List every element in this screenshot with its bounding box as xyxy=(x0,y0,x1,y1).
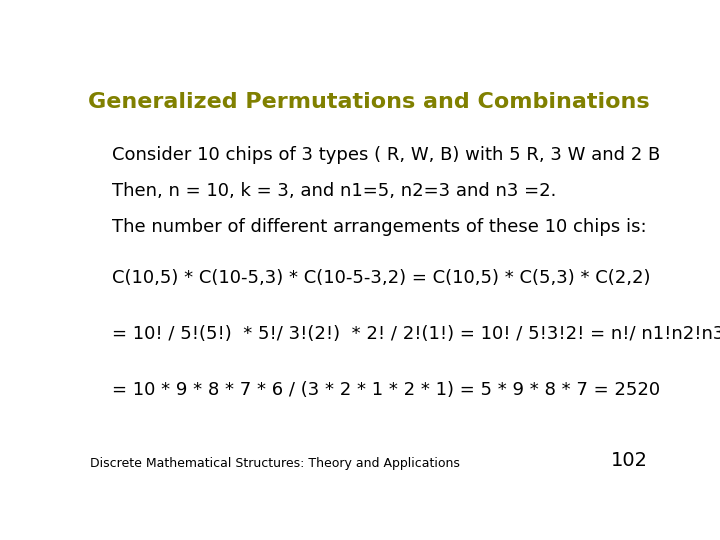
Text: = 10! / 5!(5!)  * 5!/ 3!(2!)  * 2! / 2!(1!) = 10! / 5!3!2! = n!/ n1!n2!n3!: = 10! / 5!(5!) * 5!/ 3!(2!) * 2! / 2!(1!… xyxy=(112,325,720,343)
Text: C(10,5) * C(10-5,3) * C(10-5-3,2) = C(10,5) * C(5,3) * C(2,2): C(10,5) * C(10-5,3) * C(10-5-3,2) = C(10… xyxy=(112,268,651,287)
Text: 102: 102 xyxy=(611,451,648,470)
Text: Discrete Mathematical Structures: Theory and Applications: Discrete Mathematical Structures: Theory… xyxy=(90,457,460,470)
Text: Consider 10 chips of 3 types ( R, W, B) with 5 R, 3 W and 2 B: Consider 10 chips of 3 types ( R, W, B) … xyxy=(112,146,660,164)
Text: Generalized Permutations and Combinations: Generalized Permutations and Combination… xyxy=(88,92,650,112)
Text: The number of different arrangements of these 10 chips is:: The number of different arrangements of … xyxy=(112,218,647,236)
Text: Then, n = 10, k = 3, and n1=5, n2=3 and n3 =2.: Then, n = 10, k = 3, and n1=5, n2=3 and … xyxy=(112,182,557,200)
Text: = 10 * 9 * 8 * 7 * 6 / (3 * 2 * 1 * 2 * 1) = 5 * 9 * 8 * 7 = 2520: = 10 * 9 * 8 * 7 * 6 / (3 * 2 * 1 * 2 * … xyxy=(112,381,660,399)
